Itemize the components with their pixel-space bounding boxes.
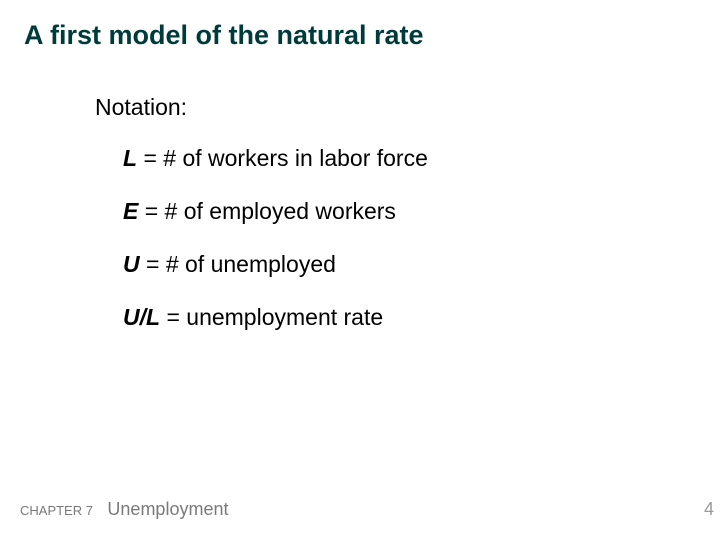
definition-symbol: U: [123, 251, 140, 277]
definition-text: = # of workers in labor force: [137, 145, 428, 171]
chapter-title: Unemployment: [107, 499, 228, 519]
definition-symbol: U/L: [123, 304, 160, 330]
definition-symbol: E: [123, 198, 138, 224]
page-number: 4: [704, 499, 714, 520]
footer-left: CHAPTER 7 Unemployment: [20, 499, 228, 520]
definition-text: = # of unemployed: [140, 251, 336, 277]
notation-label: Notation:: [95, 94, 655, 121]
definition-text: = # of employed workers: [138, 198, 396, 224]
slide-body: Notation: L = # of workers in labor forc…: [95, 94, 655, 355]
definition-item: U = # of unemployed: [123, 249, 655, 280]
definition-item: L = # of workers in labor force: [123, 143, 655, 174]
definition-text: = unemployment rate: [160, 304, 383, 330]
slide-title: A first model of the natural rate: [24, 20, 424, 51]
definition-item: U/L = unemployment rate: [123, 302, 655, 333]
chapter-label: CHAPTER 7: [20, 503, 93, 518]
slide: A first model of the natural rate Notati…: [0, 0, 720, 540]
definition-item: E = # of employed workers: [123, 196, 655, 227]
definition-symbol: L: [123, 145, 137, 171]
